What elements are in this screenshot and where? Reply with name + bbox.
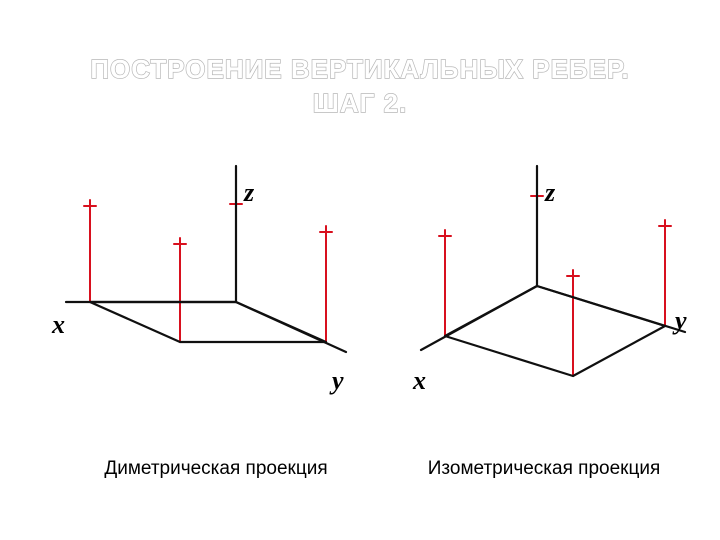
title-line-2: ШАГ 2.: [313, 88, 408, 118]
isometric-caption: Изометрическая проекция: [404, 458, 684, 480]
dimetric-drawing: [50, 160, 350, 390]
dimetric-panel: x y z: [50, 160, 350, 410]
axis-x-label: x: [52, 310, 65, 340]
title-line-1: ПОСТРОЕНИЕ ВЕРТИКАЛЬНЫХ РЕБЕР.: [90, 54, 629, 84]
axis-x-label: x: [413, 366, 426, 396]
slide-title: ПОСТРОЕНИЕ ВЕРТИКАЛЬНЫХ РЕБЕР. ШАГ 2.: [0, 0, 720, 135]
diagram-area: x y z x y z: [0, 160, 720, 420]
dimetric-caption: Диметрическая проекция: [86, 458, 346, 480]
axis-y-label: y: [332, 366, 344, 396]
isometric-panel: x y z: [385, 160, 685, 410]
title-svg: ПОСТРОЕНИЕ ВЕРТИКАЛЬНЫХ РЕБЕР. ШАГ 2.: [0, 44, 720, 130]
axis-z-label: z: [545, 178, 555, 208]
axis-y-label: y: [675, 306, 687, 336]
axis-z-label: z: [244, 178, 254, 208]
isometric-drawing: [385, 160, 695, 390]
